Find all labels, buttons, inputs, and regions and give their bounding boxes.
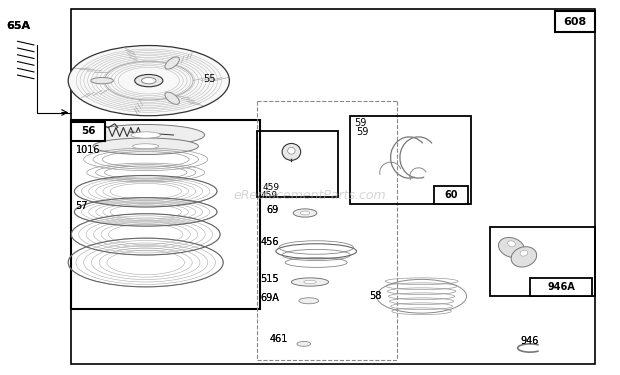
Text: 515: 515 — [260, 274, 279, 284]
Ellipse shape — [87, 124, 205, 146]
Ellipse shape — [133, 144, 159, 149]
Ellipse shape — [301, 211, 310, 215]
Ellipse shape — [91, 78, 113, 84]
Text: 459: 459 — [262, 183, 280, 192]
Text: 69: 69 — [267, 205, 279, 215]
Text: 55: 55 — [203, 74, 216, 84]
Text: 1016: 1016 — [76, 145, 100, 155]
Text: 57: 57 — [76, 201, 88, 211]
Ellipse shape — [291, 278, 329, 286]
Text: 65A: 65A — [6, 21, 30, 31]
Text: 69A: 69A — [260, 293, 279, 303]
Ellipse shape — [304, 280, 316, 284]
Bar — [555, 11, 595, 32]
Text: 608: 608 — [564, 16, 587, 27]
Text: 1016: 1016 — [76, 145, 100, 155]
Bar — [490, 227, 595, 296]
Text: 946: 946 — [521, 336, 539, 346]
Ellipse shape — [288, 147, 295, 154]
Bar — [530, 278, 592, 296]
Bar — [71, 9, 595, 364]
Text: 58: 58 — [369, 291, 381, 301]
Ellipse shape — [93, 138, 198, 154]
Text: 59: 59 — [356, 127, 369, 137]
Bar — [71, 120, 260, 309]
Text: 515: 515 — [260, 274, 279, 284]
Text: 58: 58 — [369, 291, 381, 301]
Ellipse shape — [282, 144, 301, 160]
Text: 946: 946 — [521, 336, 539, 346]
Ellipse shape — [165, 92, 179, 104]
Ellipse shape — [293, 209, 317, 217]
Ellipse shape — [498, 237, 525, 258]
Ellipse shape — [299, 298, 319, 304]
Text: 57: 57 — [76, 201, 88, 211]
Ellipse shape — [135, 75, 163, 87]
Text: 459: 459 — [260, 190, 278, 200]
Ellipse shape — [141, 78, 156, 84]
Ellipse shape — [520, 250, 528, 256]
Ellipse shape — [297, 341, 311, 346]
Text: 65A: 65A — [6, 21, 30, 31]
Text: 456: 456 — [260, 237, 279, 247]
Bar — [434, 186, 468, 204]
Text: 60: 60 — [445, 190, 458, 200]
Bar — [257, 131, 338, 197]
Bar — [71, 122, 105, 141]
Bar — [350, 116, 471, 204]
Text: 461: 461 — [270, 334, 288, 344]
Text: 69: 69 — [267, 205, 279, 215]
Text: 946A: 946A — [547, 282, 575, 292]
Ellipse shape — [131, 132, 161, 138]
Text: eReplacementParts.com: eReplacementParts.com — [234, 189, 386, 201]
Text: 456: 456 — [260, 237, 279, 247]
Ellipse shape — [511, 247, 537, 267]
Text: 56: 56 — [81, 126, 95, 136]
Ellipse shape — [508, 241, 515, 247]
Text: 461: 461 — [270, 334, 288, 344]
Ellipse shape — [165, 57, 179, 69]
Text: 59: 59 — [355, 118, 367, 128]
Text: 69A: 69A — [260, 293, 279, 303]
Ellipse shape — [68, 45, 229, 116]
